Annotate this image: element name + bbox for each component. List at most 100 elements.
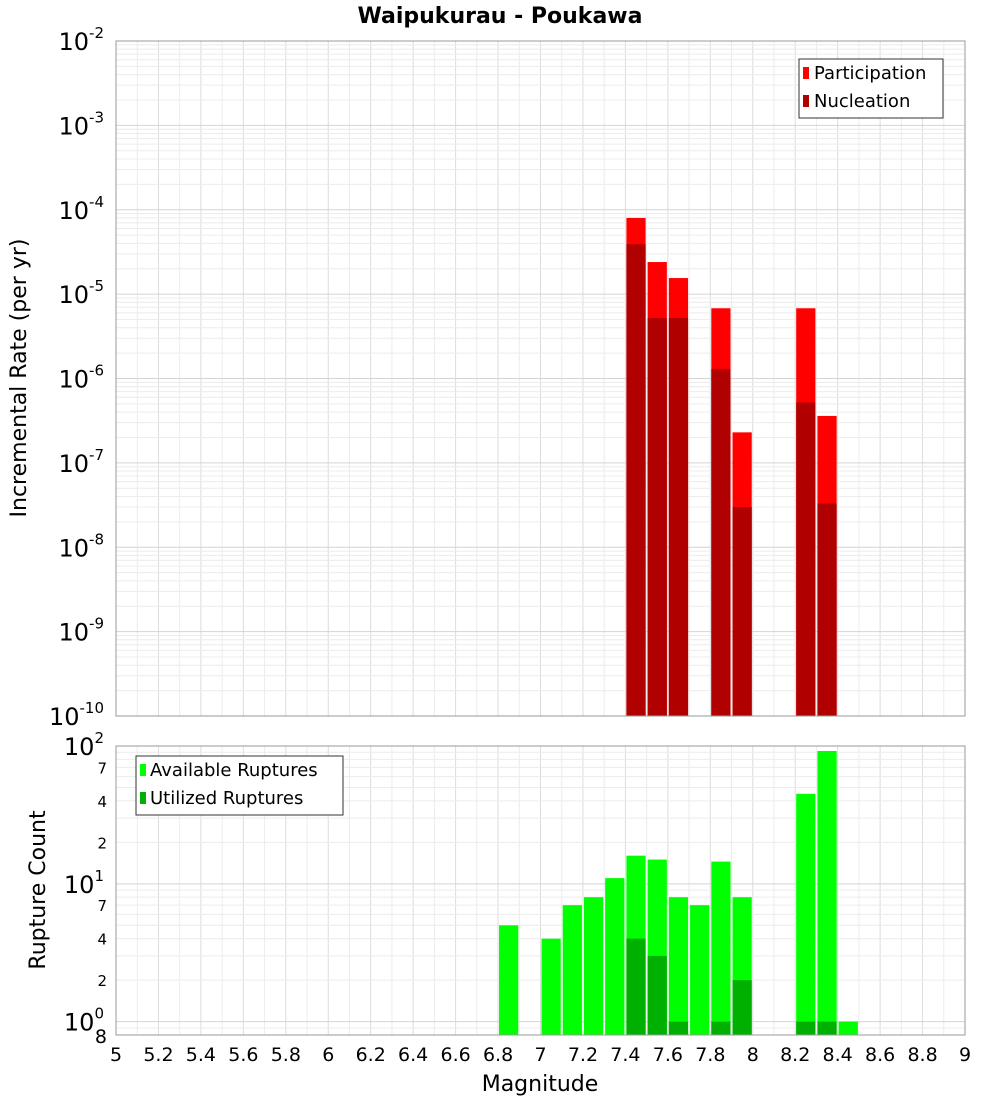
available-ruptures-bar bbox=[817, 750, 837, 1035]
available-ruptures-bar bbox=[499, 925, 519, 1035]
legend-box bbox=[798, 58, 944, 119]
x-tick-label: 6 bbox=[322, 1044, 334, 1066]
utilized-ruptures-bar bbox=[711, 1021, 731, 1035]
available-ruptures-bar bbox=[690, 905, 710, 1035]
x-tick-label: 7.6 bbox=[653, 1044, 683, 1066]
x-tick-label: 5.4 bbox=[186, 1044, 216, 1066]
x-tick-label: 8.4 bbox=[823, 1044, 853, 1066]
x-tick-label: 5.2 bbox=[143, 1044, 173, 1066]
x-tick-label: 6.4 bbox=[398, 1044, 428, 1066]
y-tick-base: 10 bbox=[58, 619, 89, 647]
count-legend: Available Ruptures Utilized Ruptures bbox=[135, 755, 344, 816]
x-tick-label: 7.4 bbox=[610, 1044, 640, 1066]
rate-grid bbox=[115, 40, 966, 717]
legend-label: Available Ruptures bbox=[150, 760, 318, 781]
legend-label: Participation bbox=[814, 63, 926, 84]
available-ruptures-bar bbox=[583, 897, 604, 1035]
y-tick-base: 10 bbox=[58, 450, 89, 478]
y-tick-label: 10-6 bbox=[58, 362, 104, 394]
y-tick-label: 10-10 bbox=[49, 699, 104, 731]
x-tick-label: 8.6 bbox=[865, 1044, 895, 1066]
available-ruptures-bar bbox=[838, 1021, 858, 1035]
legend-label: Nucleation bbox=[814, 91, 910, 112]
available-ruptures-bar bbox=[796, 793, 816, 1035]
available-ruptures-bar bbox=[605, 878, 625, 1035]
x-tick-label: 5.6 bbox=[228, 1044, 258, 1066]
y-tick-label: 10-4 bbox=[58, 193, 104, 225]
y-tick-exponent: -3 bbox=[89, 108, 104, 126]
rate-legend: Participation Nucleation bbox=[798, 58, 944, 119]
available-ruptures-bar bbox=[562, 905, 582, 1035]
nucleation-bar bbox=[817, 503, 837, 716]
y-tick-base: 10 bbox=[58, 197, 89, 225]
x-tick-label: 5 bbox=[110, 1044, 122, 1066]
nucleation-bar bbox=[668, 318, 689, 716]
y-tick-exponent: 1 bbox=[94, 867, 104, 885]
y-tick-base: 10 bbox=[49, 703, 80, 731]
legend-swatch bbox=[803, 95, 809, 107]
y-tick-base: 10 bbox=[58, 112, 89, 140]
y-tick-label: 10-8 bbox=[58, 530, 104, 562]
nucleation-bar bbox=[711, 368, 731, 716]
y-tick-exponent: -4 bbox=[89, 193, 104, 211]
available-ruptures-bar bbox=[541, 938, 561, 1035]
x-tick-label: 7 bbox=[534, 1044, 546, 1066]
series-nucleation bbox=[626, 244, 837, 717]
y-tick-label: 10-2 bbox=[58, 24, 104, 56]
rate-axis-title: Incremental Rate (per yr) bbox=[7, 239, 32, 518]
x-tick-label: 5.8 bbox=[271, 1044, 301, 1066]
magnitude-axis-title: Magnitude bbox=[482, 1072, 599, 1097]
nucleation-bar bbox=[626, 244, 646, 717]
count-axis-title: Rupture Count bbox=[26, 810, 51, 970]
nucleation-bar bbox=[647, 318, 667, 716]
y-tick-label: 10-9 bbox=[58, 615, 104, 647]
utilized-ruptures-bar bbox=[817, 1021, 837, 1035]
y-minor-tick-label: 4 bbox=[97, 931, 107, 949]
y-tick-label: 10-7 bbox=[58, 446, 104, 478]
count-plot-frame bbox=[115, 745, 966, 1036]
y-minor-tick-label: 8 bbox=[95, 1026, 107, 1048]
chart-title: Waipukurau - Poukawa bbox=[358, 4, 643, 29]
y-minor-tick-label: 4 bbox=[97, 793, 107, 811]
y-tick-base: 10 bbox=[64, 733, 95, 761]
y-tick-label: 10-5 bbox=[58, 277, 104, 309]
y-tick-exponent: 0 bbox=[94, 1005, 104, 1023]
y-tick-label: 101 bbox=[64, 867, 104, 899]
utilized-ruptures-bar bbox=[668, 1021, 689, 1035]
y-tick-exponent: -5 bbox=[89, 277, 104, 295]
y-tick-exponent: -7 bbox=[89, 446, 104, 464]
available-ruptures-bar bbox=[711, 861, 731, 1035]
y-tick-base: 10 bbox=[58, 281, 89, 309]
y-tick-exponent: -10 bbox=[80, 699, 105, 717]
utilized-ruptures-bar bbox=[732, 980, 752, 1035]
legend-box bbox=[135, 755, 344, 816]
y-tick-base: 10 bbox=[64, 871, 95, 899]
y-tick-label: 10-3 bbox=[58, 108, 104, 140]
nucleation-bar bbox=[732, 506, 752, 716]
utilized-ruptures-bar bbox=[626, 938, 646, 1035]
y-minor-tick-label: 2 bbox=[97, 972, 107, 990]
y-tick-base: 10 bbox=[58, 366, 89, 394]
series-available-ruptures bbox=[499, 750, 858, 1035]
y-tick-label: 100 bbox=[64, 1005, 104, 1037]
legend-swatch bbox=[803, 67, 809, 79]
legend-swatch bbox=[140, 792, 146, 804]
x-tick-label: 9 bbox=[959, 1044, 971, 1066]
y-tick-exponent: 2 bbox=[94, 729, 104, 747]
x-tick-label: 7.8 bbox=[695, 1044, 725, 1066]
y-minor-tick-label: 7 bbox=[97, 759, 107, 777]
rate-plot-frame bbox=[115, 40, 966, 717]
x-tick-label: 7.2 bbox=[568, 1044, 598, 1066]
x-tick-label: 6.8 bbox=[483, 1044, 513, 1066]
y-minor-tick-label: 2 bbox=[97, 834, 107, 852]
y-tick-exponent: -8 bbox=[89, 530, 104, 548]
available-ruptures-bar bbox=[668, 897, 689, 1035]
nucleation-bar bbox=[796, 402, 816, 716]
legend-label: Utilized Ruptures bbox=[150, 788, 303, 809]
y-tick-base: 10 bbox=[58, 28, 89, 56]
y-tick-exponent: -9 bbox=[89, 615, 104, 633]
y-tick-exponent: -6 bbox=[89, 362, 104, 380]
x-tick-label: 8.8 bbox=[907, 1044, 937, 1066]
